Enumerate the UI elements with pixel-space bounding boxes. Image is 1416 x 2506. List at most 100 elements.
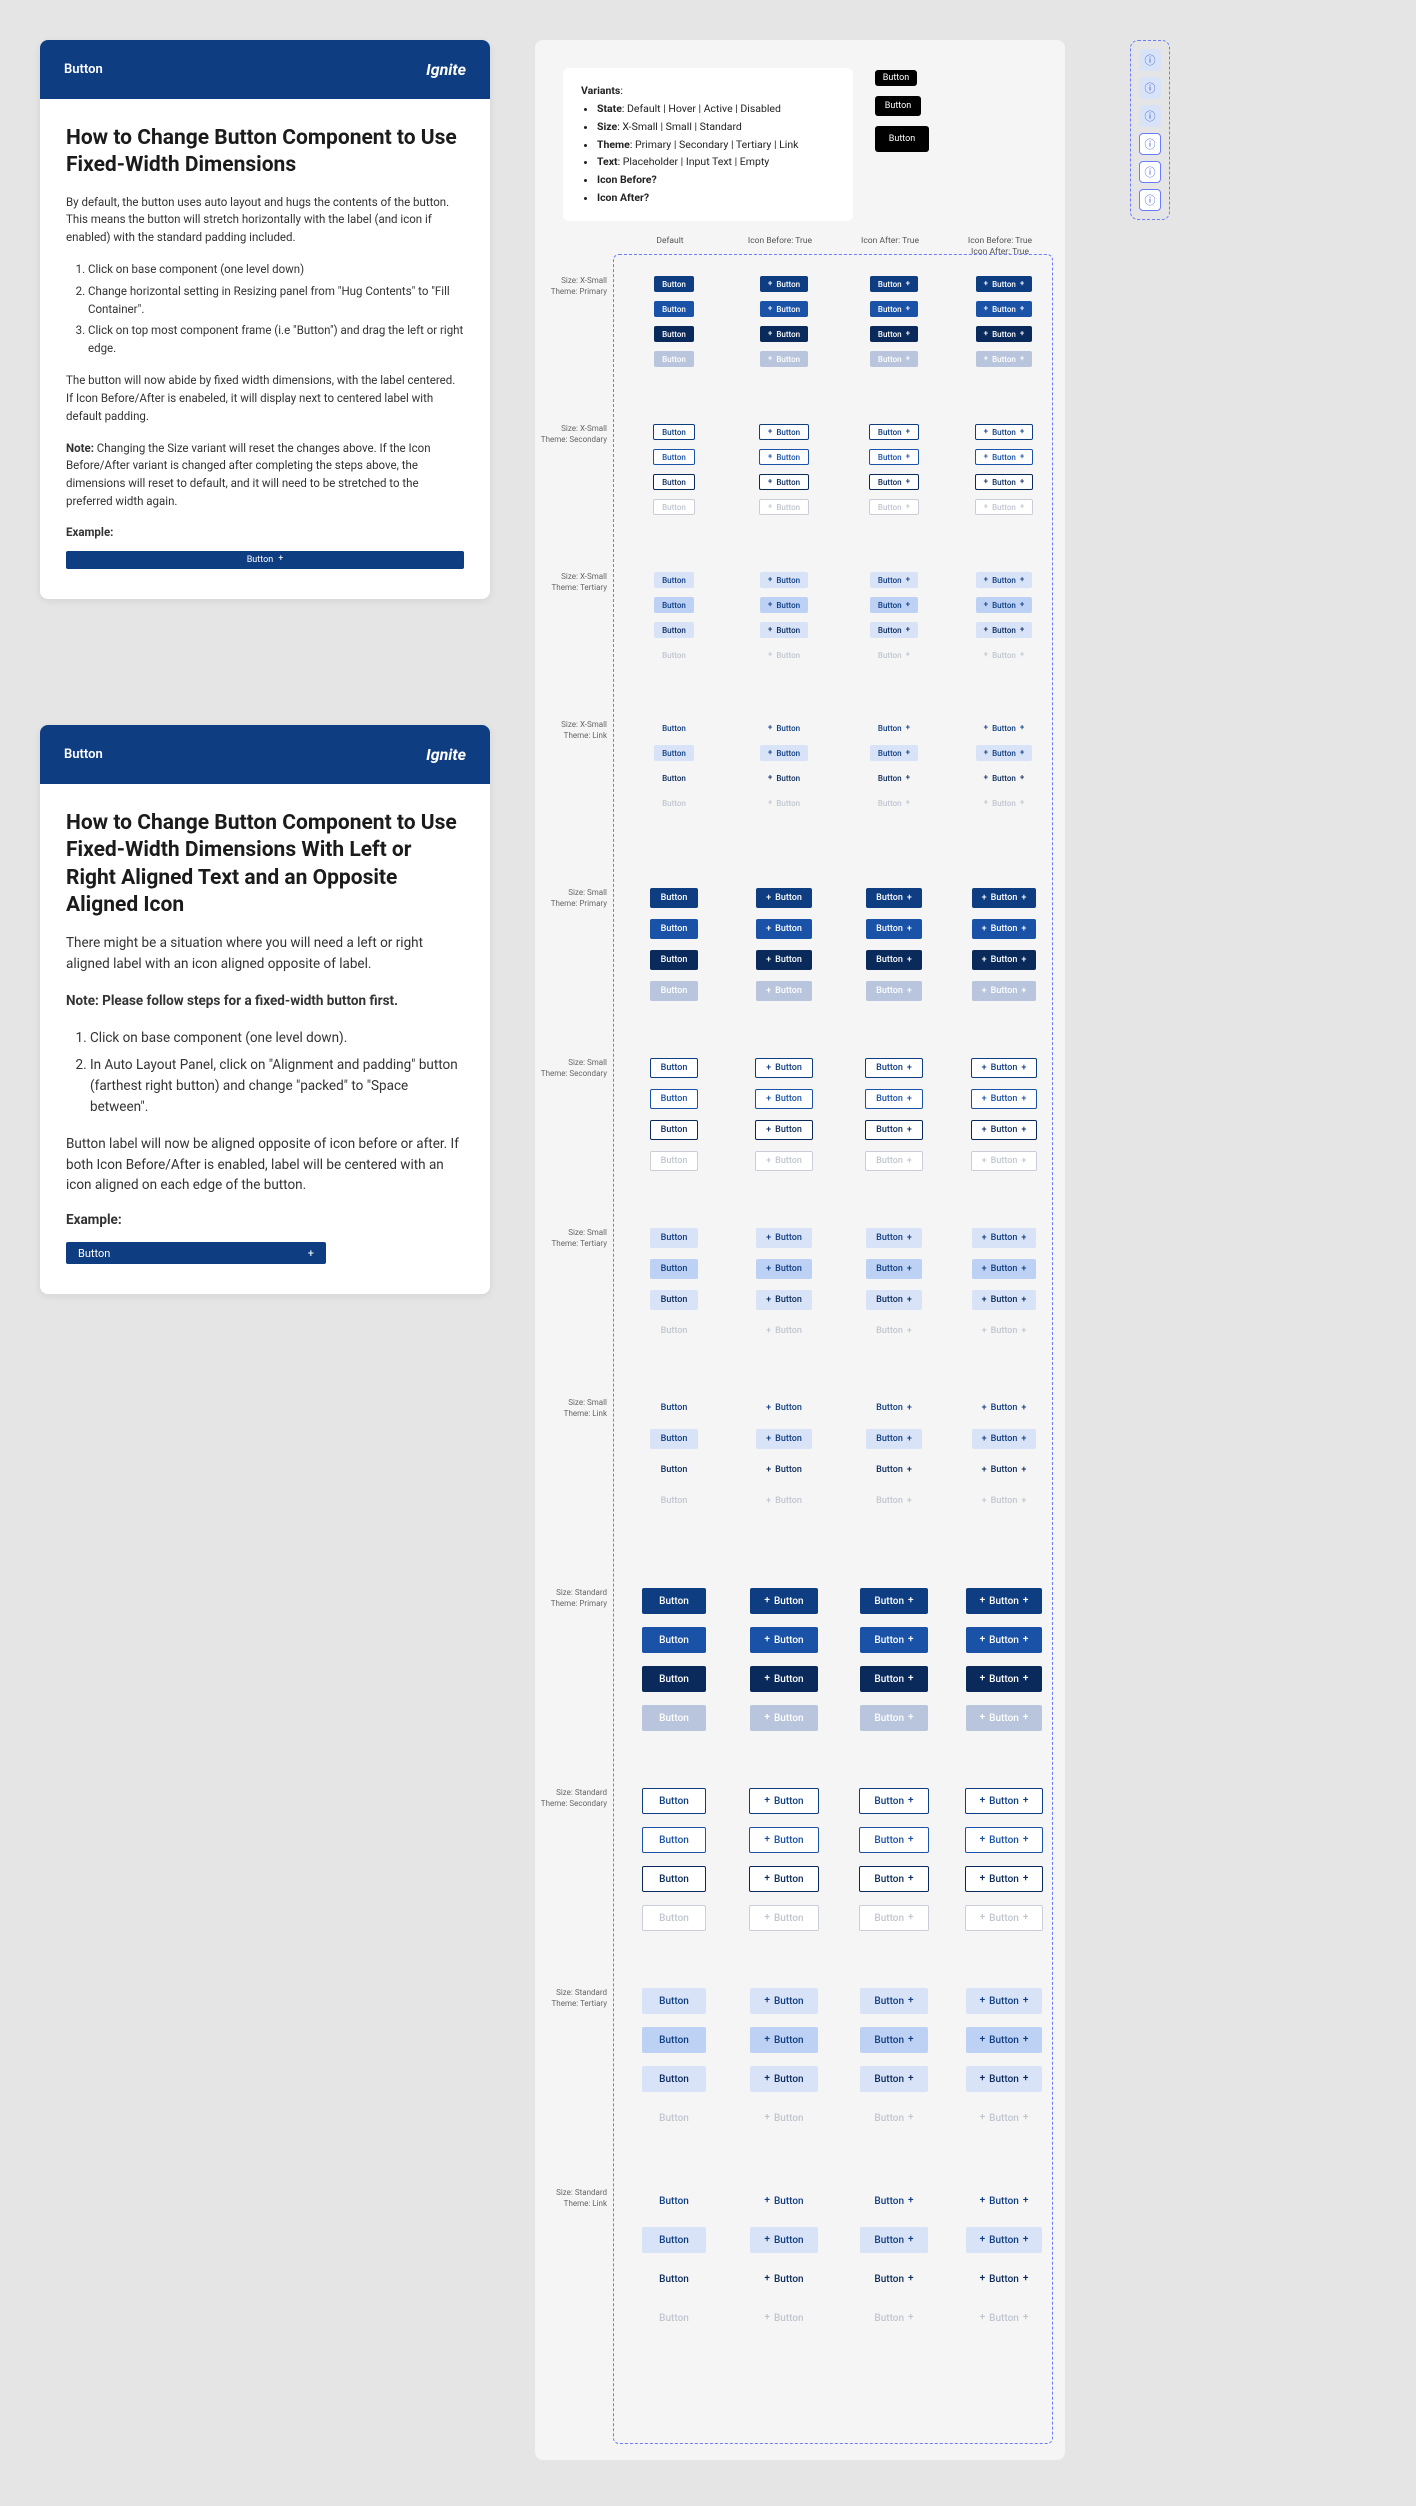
- button-std-sec-act[interactable]: +Button+: [965, 1866, 1044, 1892]
- button-sm-lnk-def[interactable]: +Button: [756, 1398, 812, 1418]
- button-std-pri-hov[interactable]: Button+: [860, 1627, 927, 1653]
- button-xs-lnk-def[interactable]: Button+: [870, 720, 918, 736]
- button-xs-ter-hov[interactable]: +Button: [760, 597, 808, 613]
- button-std-sec-hov[interactable]: +Button: [749, 1827, 818, 1853]
- button-sm-ter-act[interactable]: Button: [650, 1290, 698, 1310]
- button-std-ter-hov[interactable]: Button: [642, 2027, 706, 2053]
- button-sm-pri-hov[interactable]: +Button+: [972, 919, 1037, 939]
- button-xs-sec-def[interactable]: Button: [653, 424, 695, 440]
- button-xs-ter-hov[interactable]: Button+: [870, 597, 918, 613]
- button-sm-sec-hov[interactable]: Button+: [865, 1089, 923, 1109]
- button-xs-sec-act[interactable]: +Button: [759, 474, 809, 490]
- button-xs-sec-def[interactable]: +Button: [759, 424, 809, 440]
- button-std-lnk-def[interactable]: +Button+: [966, 2188, 1043, 2214]
- button-xs-lnk-act[interactable]: Button: [654, 770, 694, 786]
- button-xs-lnk-act[interactable]: +Button+: [976, 770, 1033, 786]
- button-xs-sec-def[interactable]: Button+: [869, 424, 919, 440]
- info-icon[interactable]: ⓘ: [1139, 189, 1161, 211]
- button-xs-pri-hov[interactable]: +Button: [760, 301, 808, 317]
- button-xs-sec-hov[interactable]: +Button: [759, 449, 809, 465]
- button-sm-ter-def[interactable]: +Button: [756, 1228, 812, 1248]
- button-sm-pri-hov[interactable]: Button+: [866, 919, 922, 939]
- button-xs-ter-def[interactable]: +Button: [760, 572, 808, 588]
- button-xs-lnk-act[interactable]: Button+: [870, 770, 918, 786]
- button-sm-lnk-def[interactable]: +Button+: [972, 1398, 1037, 1418]
- button-std-sec-def[interactable]: Button+: [859, 1788, 928, 1814]
- button-sm-lnk-hov[interactable]: +Button: [756, 1429, 812, 1449]
- button-sm-lnk-def[interactable]: Button+: [866, 1398, 922, 1418]
- button-xs-lnk-act[interactable]: +Button: [760, 770, 808, 786]
- button-sm-pri-act[interactable]: +Button+: [972, 950, 1037, 970]
- button-std-lnk-act[interactable]: +Button: [750, 2266, 817, 2292]
- button-sm-sec-def[interactable]: Button+: [865, 1058, 923, 1078]
- button-sm-lnk-hov[interactable]: Button+: [866, 1429, 922, 1449]
- button-std-lnk-def[interactable]: Button: [642, 2188, 706, 2214]
- button-std-pri-def[interactable]: +Button: [750, 1588, 817, 1614]
- button-xs-pri-act[interactable]: +Button: [760, 326, 808, 342]
- button-xs-lnk-hov[interactable]: Button: [654, 745, 694, 761]
- button-std-pri-act[interactable]: +Button: [750, 1666, 817, 1692]
- button-std-ter-act[interactable]: +Button: [750, 2066, 817, 2092]
- button-xs-lnk-def[interactable]: Button: [654, 720, 694, 736]
- button-sm-sec-def[interactable]: +Button+: [971, 1058, 1038, 1078]
- button-xs-pri-hov[interactable]: Button+: [870, 301, 918, 317]
- button-std-ter-act[interactable]: Button: [642, 2066, 706, 2092]
- button-std-pri-def[interactable]: Button: [642, 1588, 706, 1614]
- button-sm-lnk-act[interactable]: +Button+: [972, 1460, 1037, 1480]
- button-sm-pri-hov[interactable]: Button: [650, 919, 698, 939]
- button-sm-ter-hov[interactable]: +Button: [756, 1259, 812, 1279]
- button-std-pri-def[interactable]: Button+: [860, 1588, 927, 1614]
- button-std-sec-hov[interactable]: Button+: [859, 1827, 928, 1853]
- button-std-pri-def[interactable]: +Button+: [966, 1588, 1043, 1614]
- button-xs-ter-act[interactable]: +Button: [760, 622, 808, 638]
- button-xs-lnk-def[interactable]: +Button+: [976, 720, 1033, 736]
- info-icon[interactable]: ⓘ: [1139, 77, 1161, 99]
- button-sm-ter-def[interactable]: Button+: [866, 1228, 922, 1248]
- button-std-sec-def[interactable]: +Button+: [965, 1788, 1044, 1814]
- button-sm-ter-def[interactable]: +Button+: [972, 1228, 1037, 1248]
- button-sm-ter-hov[interactable]: Button: [650, 1259, 698, 1279]
- button-std-lnk-hov[interactable]: +Button: [750, 2227, 817, 2253]
- button-xs-sec-hov[interactable]: Button+: [869, 449, 919, 465]
- button-xs-lnk-hov[interactable]: Button+: [870, 745, 918, 761]
- button-sm-ter-act[interactable]: +Button+: [972, 1290, 1037, 1310]
- button-sm-ter-hov[interactable]: Button+: [866, 1259, 922, 1279]
- button-sm-ter-hov[interactable]: +Button+: [972, 1259, 1037, 1279]
- button-std-pri-hov[interactable]: Button: [642, 1627, 706, 1653]
- button-sm-sec-act[interactable]: Button: [650, 1120, 699, 1140]
- button-std-lnk-hov[interactable]: Button: [642, 2227, 706, 2253]
- button-xs-pri-def[interactable]: Button+: [870, 276, 918, 292]
- button-xs-lnk-def[interactable]: +Button: [760, 720, 808, 736]
- button-sm-sec-act[interactable]: Button+: [865, 1120, 923, 1140]
- button-sm-pri-hov[interactable]: +Button: [756, 919, 812, 939]
- button-sm-sec-def[interactable]: Button: [650, 1058, 699, 1078]
- button-std-ter-act[interactable]: +Button+: [966, 2066, 1043, 2092]
- button-xs-sec-act[interactable]: Button: [653, 474, 695, 490]
- button-xs-pri-def[interactable]: +Button: [760, 276, 808, 292]
- button-std-pri-act[interactable]: +Button+: [966, 1666, 1043, 1692]
- button-xs-ter-def[interactable]: Button: [654, 572, 694, 588]
- button-xs-sec-act[interactable]: +Button+: [975, 474, 1034, 490]
- button-std-ter-def[interactable]: Button: [642, 1988, 706, 2014]
- button-std-ter-act[interactable]: Button+: [860, 2066, 927, 2092]
- button-sm-pri-def[interactable]: Button+: [866, 888, 922, 908]
- button-sm-lnk-hov[interactable]: Button: [650, 1429, 698, 1449]
- button-std-sec-def[interactable]: Button: [642, 1788, 706, 1814]
- button-xs-pri-act[interactable]: Button: [654, 326, 694, 342]
- info-icon[interactable]: ⓘ: [1139, 161, 1161, 183]
- button-std-lnk-def[interactable]: Button+: [860, 2188, 927, 2214]
- button-std-sec-def[interactable]: +Button: [749, 1788, 818, 1814]
- info-icon[interactable]: ⓘ: [1139, 133, 1161, 155]
- button-sm-sec-act[interactable]: +Button: [755, 1120, 813, 1140]
- button-xs-sec-def[interactable]: +Button+: [975, 424, 1034, 440]
- button-std-pri-hov[interactable]: +Button+: [966, 1627, 1043, 1653]
- button-xs-sec-act[interactable]: Button+: [869, 474, 919, 490]
- sample-button-std[interactable]: Button: [875, 126, 929, 152]
- button-xs-ter-hov[interactable]: Button: [654, 597, 694, 613]
- button-std-sec-hov[interactable]: +Button+: [965, 1827, 1044, 1853]
- button-std-pri-act[interactable]: Button: [642, 1666, 706, 1692]
- button-sm-sec-def[interactable]: +Button: [755, 1058, 813, 1078]
- button-sm-ter-act[interactable]: Button+: [866, 1290, 922, 1310]
- button-std-lnk-act[interactable]: Button+: [860, 2266, 927, 2292]
- button-xs-sec-hov[interactable]: Button: [653, 449, 695, 465]
